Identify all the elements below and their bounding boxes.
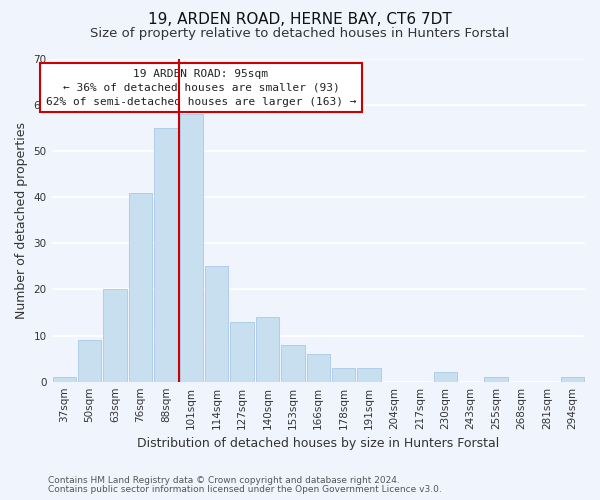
Bar: [560, 377, 584, 382]
Y-axis label: Number of detached properties: Number of detached properties: [15, 122, 28, 319]
Bar: [78, 340, 101, 382]
Bar: [307, 354, 330, 382]
Bar: [179, 114, 203, 382]
Text: Size of property relative to detached houses in Hunters Forstal: Size of property relative to detached ho…: [91, 28, 509, 40]
Text: 19, ARDEN ROAD, HERNE BAY, CT6 7DT: 19, ARDEN ROAD, HERNE BAY, CT6 7DT: [148, 12, 452, 28]
X-axis label: Distribution of detached houses by size in Hunters Forstal: Distribution of detached houses by size …: [137, 437, 499, 450]
Bar: [230, 322, 254, 382]
Text: Contains HM Land Registry data © Crown copyright and database right 2024.: Contains HM Land Registry data © Crown c…: [48, 476, 400, 485]
Bar: [129, 192, 152, 382]
Bar: [256, 317, 279, 382]
Bar: [358, 368, 381, 382]
Bar: [281, 345, 305, 382]
Bar: [154, 128, 178, 382]
Text: 19 ARDEN ROAD: 95sqm
← 36% of detached houses are smaller (93)
62% of semi-detac: 19 ARDEN ROAD: 95sqm ← 36% of detached h…: [46, 68, 356, 106]
Bar: [205, 266, 229, 382]
Text: Contains public sector information licensed under the Open Government Licence v3: Contains public sector information licen…: [48, 484, 442, 494]
Bar: [103, 290, 127, 382]
Bar: [332, 368, 355, 382]
Bar: [484, 377, 508, 382]
Bar: [53, 377, 76, 382]
Bar: [434, 372, 457, 382]
